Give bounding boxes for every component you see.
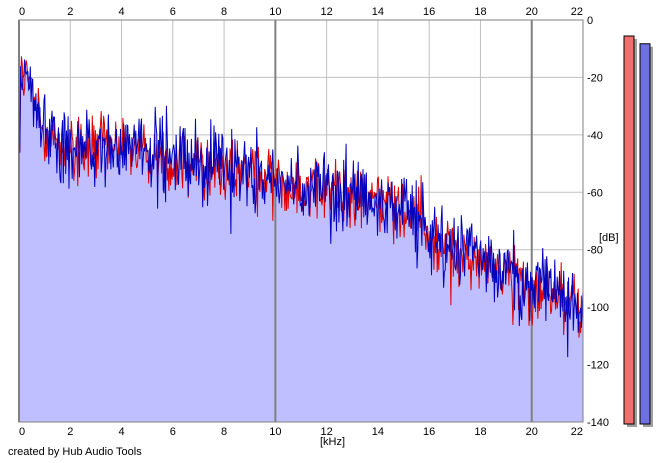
x-tick-label-top: 14 <box>372 6 384 18</box>
x-tick-label-top: 6 <box>170 6 176 18</box>
x-axis-top: 0 2 4 6 8 10 12 14 16 18 20 22 <box>19 6 583 18</box>
x-tick-label-bottom: 22 <box>571 426 583 438</box>
x-tick-label-bottom: 8 <box>221 426 227 438</box>
series-line-red <box>19 56 584 338</box>
y-tick-label: -140 <box>587 417 609 429</box>
y-axis-label: [dB] <box>599 232 619 244</box>
x-tick-label-bottom: 4 <box>118 426 124 438</box>
x-tick-label-top: 22 <box>571 6 583 18</box>
x-tick-label-bottom: 20 <box>526 426 538 438</box>
x-tick-label-top: 10 <box>269 6 281 18</box>
x-tick-label-top: 4 <box>118 6 124 18</box>
y-tick-label: -100 <box>587 302 609 314</box>
y-tick-label: 0 <box>587 15 593 27</box>
x-tick-label-bottom: 12 <box>321 426 333 438</box>
credit-text: created by Hub Audio Tools <box>8 446 142 458</box>
x-axis-label: [kHz] <box>320 436 345 448</box>
y-tick-label: -20 <box>587 72 603 84</box>
x-tick-label-top: 12 <box>321 6 333 18</box>
y-tick-label: -80 <box>587 245 603 257</box>
spectrum-fill <box>19 56 583 423</box>
x-tick-label-bottom: 16 <box>423 426 435 438</box>
y-tick-label: -60 <box>587 187 603 199</box>
level-meters <box>623 35 653 427</box>
x-tick-label-top: 18 <box>474 6 486 18</box>
x-tick-label-top: 16 <box>423 6 435 18</box>
x-axis-bottom: 0 2 4 6 8 10 12 14 16 18 20 22 <box>19 426 583 438</box>
x-tick-label-top: 0 <box>19 6 25 18</box>
x-tick-label-top: 2 <box>67 6 73 18</box>
plot-area <box>18 19 584 423</box>
plot-border <box>18 19 584 423</box>
x-tick-label-bottom: 6 <box>170 426 176 438</box>
level-meter-blue <box>639 43 651 425</box>
y-tick-label: -120 <box>587 360 609 372</box>
x-tick-label-bottom: 14 <box>372 426 384 438</box>
y-tick-label: -40 <box>587 130 603 142</box>
level-meter-red <box>623 35 635 425</box>
x-tick-label-bottom: 0 <box>19 426 25 438</box>
y-axis: 0 -20 -40 -60 -80 -100 -120 -140 <box>587 15 609 429</box>
series-line-blue <box>19 59 584 358</box>
x-tick-label-top: 8 <box>221 6 227 18</box>
x-tick-label-top: 20 <box>526 6 538 18</box>
x-tick-label-bottom: 2 <box>67 426 73 438</box>
x-tick-label-bottom: 18 <box>474 426 486 438</box>
x-tick-label-bottom: 10 <box>269 426 281 438</box>
